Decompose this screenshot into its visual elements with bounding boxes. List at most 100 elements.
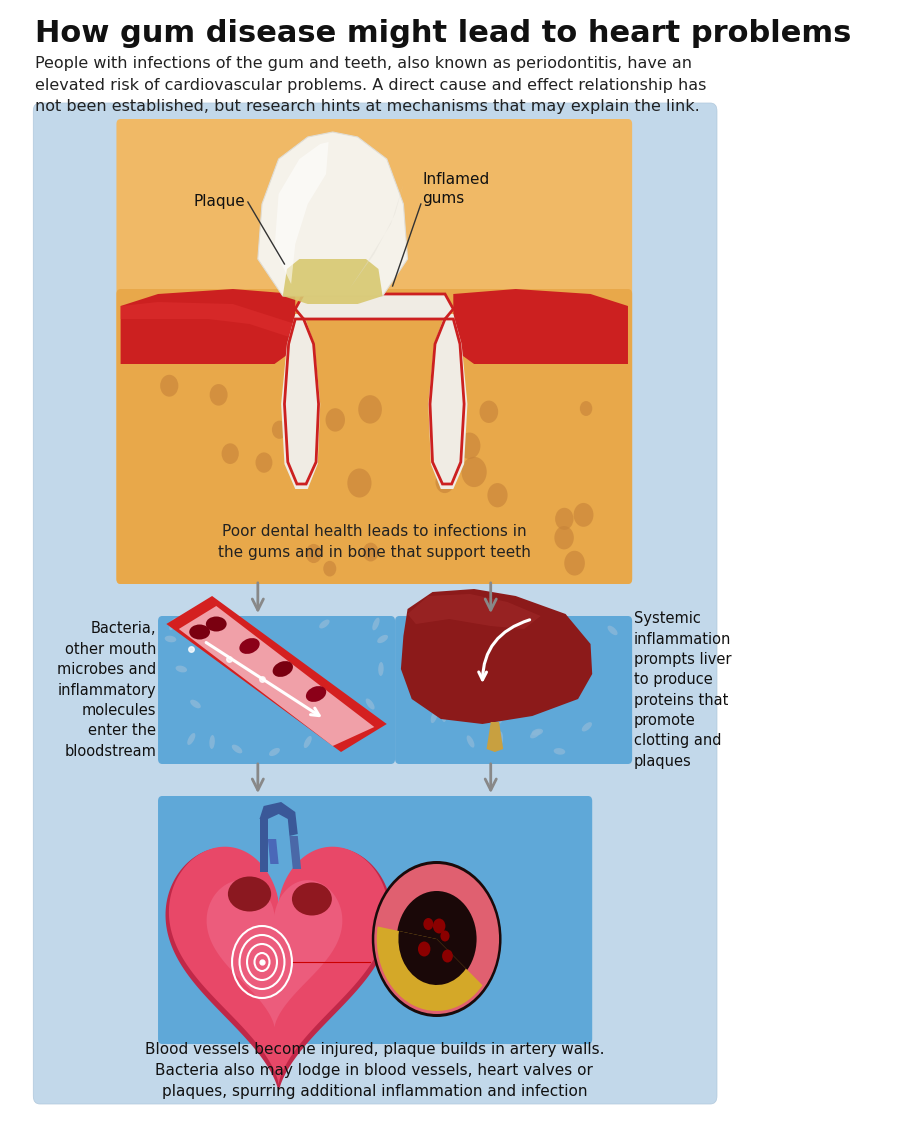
- Ellipse shape: [499, 649, 508, 659]
- Ellipse shape: [320, 619, 329, 628]
- FancyBboxPatch shape: [395, 616, 632, 764]
- Polygon shape: [207, 880, 342, 1027]
- Circle shape: [458, 433, 481, 459]
- FancyBboxPatch shape: [158, 616, 395, 764]
- Circle shape: [488, 483, 508, 507]
- Circle shape: [436, 471, 454, 493]
- Circle shape: [160, 374, 178, 397]
- Circle shape: [363, 543, 379, 562]
- Polygon shape: [295, 294, 454, 319]
- Ellipse shape: [239, 638, 260, 654]
- Ellipse shape: [608, 626, 617, 635]
- Ellipse shape: [498, 732, 503, 745]
- Circle shape: [442, 950, 453, 962]
- Ellipse shape: [581, 722, 592, 732]
- Text: Poor dental health leads to infections in
the gums and in bone that support teet: Poor dental health leads to infections i…: [218, 524, 531, 560]
- Ellipse shape: [306, 686, 326, 701]
- Ellipse shape: [495, 710, 502, 724]
- Wedge shape: [399, 931, 466, 985]
- Ellipse shape: [228, 877, 271, 912]
- Ellipse shape: [530, 729, 541, 738]
- Ellipse shape: [466, 735, 474, 747]
- Polygon shape: [283, 259, 382, 303]
- FancyBboxPatch shape: [116, 119, 632, 584]
- Text: Blood vessels become injured, plaque builds in artery walls.
Bacteria also may l: Blood vessels become injured, plaque bui…: [145, 1042, 604, 1099]
- Ellipse shape: [532, 728, 543, 735]
- Polygon shape: [257, 132, 408, 296]
- Text: How gum disease might lead to heart problems: How gum disease might lead to heart prob…: [35, 19, 851, 48]
- FancyBboxPatch shape: [33, 103, 717, 1104]
- Circle shape: [347, 469, 372, 498]
- Circle shape: [554, 526, 574, 550]
- Ellipse shape: [187, 733, 195, 745]
- Circle shape: [564, 551, 585, 575]
- Circle shape: [372, 861, 501, 1017]
- Circle shape: [397, 891, 477, 987]
- Ellipse shape: [413, 636, 419, 650]
- Circle shape: [462, 456, 487, 487]
- Ellipse shape: [554, 749, 565, 754]
- Polygon shape: [428, 314, 467, 489]
- Circle shape: [358, 396, 382, 424]
- Text: People with infections of the gum and teeth, also known as periodontitis, have a: People with infections of the gum and te…: [35, 56, 706, 115]
- Polygon shape: [166, 847, 392, 1094]
- Circle shape: [210, 384, 228, 406]
- Ellipse shape: [482, 627, 490, 638]
- Circle shape: [306, 544, 321, 563]
- Polygon shape: [179, 606, 374, 746]
- Circle shape: [440, 931, 450, 942]
- Ellipse shape: [377, 635, 388, 643]
- Polygon shape: [121, 302, 295, 339]
- Ellipse shape: [206, 616, 227, 632]
- Text: Bacteria,
other mouth
microbes and
inflammatory
molecules
enter the
bloodstream: Bacteria, other mouth microbes and infla…: [57, 622, 157, 759]
- Wedge shape: [377, 926, 482, 1010]
- Ellipse shape: [169, 618, 176, 631]
- Polygon shape: [169, 846, 389, 1085]
- Text: Plaque: Plaque: [194, 194, 246, 209]
- Ellipse shape: [365, 698, 374, 709]
- Ellipse shape: [373, 618, 380, 631]
- Ellipse shape: [441, 708, 446, 722]
- Ellipse shape: [273, 661, 293, 677]
- Polygon shape: [259, 803, 298, 836]
- Ellipse shape: [189, 625, 210, 640]
- Ellipse shape: [304, 736, 311, 749]
- Circle shape: [433, 918, 446, 934]
- Ellipse shape: [269, 747, 280, 756]
- Ellipse shape: [378, 662, 383, 676]
- Ellipse shape: [292, 882, 332, 916]
- Ellipse shape: [511, 674, 523, 681]
- Circle shape: [423, 918, 433, 930]
- Polygon shape: [454, 289, 628, 364]
- Polygon shape: [121, 289, 295, 364]
- Ellipse shape: [165, 636, 176, 642]
- Ellipse shape: [232, 744, 242, 753]
- Circle shape: [555, 508, 573, 529]
- Polygon shape: [408, 593, 541, 629]
- Ellipse shape: [210, 735, 215, 749]
- Circle shape: [418, 942, 430, 957]
- Polygon shape: [349, 184, 403, 289]
- Circle shape: [480, 400, 499, 423]
- Circle shape: [466, 327, 486, 351]
- Polygon shape: [166, 596, 387, 752]
- Circle shape: [374, 864, 499, 1014]
- Polygon shape: [400, 589, 592, 724]
- Polygon shape: [487, 722, 503, 752]
- FancyBboxPatch shape: [116, 289, 632, 584]
- Polygon shape: [268, 839, 279, 864]
- Circle shape: [323, 561, 337, 577]
- Text: Inflamed
gums: Inflamed gums: [422, 172, 490, 206]
- Circle shape: [573, 502, 593, 527]
- Text: Systemic
inflammation
prompts liver
to produce
proteins that
promote
clotting an: Systemic inflammation prompts liver to p…: [634, 611, 732, 769]
- Circle shape: [221, 443, 239, 464]
- Circle shape: [256, 452, 273, 473]
- Circle shape: [580, 401, 592, 416]
- Circle shape: [326, 408, 345, 432]
- Polygon shape: [259, 819, 268, 872]
- Polygon shape: [281, 314, 320, 489]
- Polygon shape: [290, 836, 302, 869]
- Ellipse shape: [431, 710, 437, 723]
- Circle shape: [272, 420, 287, 438]
- Ellipse shape: [190, 699, 201, 708]
